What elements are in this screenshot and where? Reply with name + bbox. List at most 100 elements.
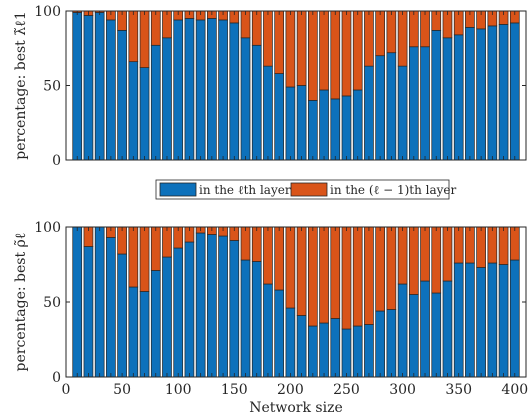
top-ytick-label: 50	[43, 79, 61, 95]
top-bar-lth-180	[263, 65, 273, 161]
top-bar-lth-50	[117, 30, 127, 161]
bottom-bar-lth-10	[72, 226, 83, 378]
bottom-xtick-label: 100	[165, 382, 192, 398]
top-bar-lth-320	[420, 46, 430, 161]
bottom-bar-lth-170	[251, 261, 262, 378]
top-bar-lth-340	[442, 37, 453, 161]
top-bar-lth-80	[150, 44, 161, 161]
bottom-bar-lth-180	[263, 283, 273, 378]
bottom-bar-lminus1th-340	[442, 226, 453, 282]
bottom-xtick-label: 250	[333, 382, 360, 398]
bottom-bar-lminus1th-330	[431, 226, 442, 294]
bottom-bar-lth-260	[352, 325, 363, 378]
bottom-bar-lminus1th-370	[476, 226, 486, 268]
top-bar-lminus1th-280	[375, 10, 385, 57]
top-bar-lth-330	[431, 30, 442, 161]
bottom-xtick-label: 350	[445, 382, 472, 398]
bottom-bar-lminus1th-80	[150, 226, 161, 271]
top-bar-lminus1th-220	[307, 10, 318, 101]
bottom-ticks: 0 50 100 0 50 100 150 200 250 300 350 400	[34, 220, 528, 398]
bottom-bar-lth-250	[341, 328, 352, 378]
bottom-bar-lth-320	[420, 280, 430, 378]
top-bar-lth-200	[285, 86, 296, 161]
top-bar-lth-210	[296, 85, 307, 161]
top-bar-lth-10	[72, 12, 83, 161]
legend-label-blue: in the ℓth layer	[199, 183, 291, 197]
bottom-bar-lminus1th-230	[319, 226, 329, 324]
top-bar-lth-30	[94, 12, 105, 161]
bottom-bar-lminus1th-270	[364, 226, 374, 325]
top-bar-lminus1th-210	[296, 10, 307, 86]
top-bar-lth-300	[397, 65, 408, 161]
top-bar-lminus1th-170	[251, 10, 262, 46]
bottom-bar-lminus1th-350	[453, 226, 464, 264]
top-ytick-label: 0	[52, 153, 61, 169]
top-bar-lminus1th-200	[285, 10, 296, 88]
legend-swatch-orange	[290, 182, 328, 197]
top-ylabel: percentage: best λ̃ℓ1	[13, 11, 29, 159]
legend-label-orange: in the (ℓ − 1)th layer	[330, 183, 457, 197]
bottom-bar-lth-120	[195, 232, 206, 378]
bottom-bar-lminus1th-250	[341, 226, 352, 330]
bottom-ylabel: percentage: best ρ̃ℓ	[13, 232, 29, 371]
bottom-ytick-label: 100	[34, 220, 61, 236]
bottom-bar-lminus1th-190	[274, 226, 285, 291]
bottom-bar-lth-140	[218, 235, 228, 378]
top-bar-lminus1th-250	[341, 10, 352, 97]
bottom-xtick-label: 50	[113, 382, 131, 398]
top-bar-lth-190	[274, 73, 285, 161]
top-bar-lth-170	[251, 44, 262, 161]
top-bar-lth-400	[509, 22, 520, 161]
bottom-bar-lth-30	[94, 226, 105, 378]
top-bar-lth-110	[184, 18, 195, 161]
bottom-bar-lth-200	[285, 307, 296, 378]
bottom-bar-lminus1th-320	[420, 226, 430, 282]
top-panel: 0 50 100 percentage: best λ̃ℓ1	[13, 4, 527, 169]
top-bar-lminus1th-320	[420, 10, 430, 48]
top-bar-lminus1th-260	[352, 10, 363, 91]
top-bar-lth-90	[162, 37, 172, 161]
bottom-bar-lminus1th-160	[240, 226, 251, 261]
top-bar-lminus1th-60	[128, 10, 139, 63]
bottom-bar-lth-340	[442, 280, 453, 378]
bottom-bar-lth-60	[128, 286, 139, 378]
bottom-bar-lth-290	[386, 309, 397, 378]
top-bar-lminus1th-290	[386, 10, 397, 54]
bottom-bar-lminus1th-260	[352, 226, 363, 327]
top-bar-lth-350	[453, 34, 464, 161]
legend-swatch-blue	[159, 182, 197, 197]
bottom-ytick-label: 50	[43, 295, 61, 311]
bottom-bar-lth-160	[240, 259, 251, 378]
top-bar-lth-130	[207, 18, 217, 161]
bottom-bar-lminus1th-210	[296, 226, 307, 316]
top-bar-lth-280	[375, 55, 385, 161]
bottom-bar-lminus1th-50	[117, 226, 127, 255]
bottom-xtick-label: 200	[277, 382, 304, 398]
bottom-bar-lth-390	[498, 264, 509, 378]
bottom-bar-lth-240	[330, 318, 341, 378]
bottom-bar-lminus1th-400	[509, 226, 520, 261]
bottom-bar-lth-380	[487, 262, 498, 378]
top-bar-lth-380	[487, 25, 498, 161]
bottom-bar-lminus1th-380	[487, 226, 498, 264]
top-bar-lth-100	[173, 19, 184, 161]
bottom-bar-lminus1th-220	[307, 226, 318, 327]
bottom-bar-lth-220	[307, 325, 318, 378]
top-bar-lth-240	[330, 98, 341, 161]
bottom-bar-lminus1th-200	[285, 226, 296, 309]
top-bar-lth-60	[128, 61, 139, 161]
bottom-bars	[72, 226, 520, 378]
bottom-bar-lminus1th-280	[375, 226, 385, 312]
top-bar-lminus1th-310	[408, 10, 419, 48]
top-bar-lth-40	[106, 19, 116, 161]
bottom-bar-lminus1th-70	[139, 226, 150, 292]
bottom-bar-lminus1th-60	[128, 226, 139, 288]
bottom-bar-lth-270	[364, 324, 374, 378]
bottom-bar-lminus1th-180	[263, 226, 273, 285]
bottom-bar-lth-280	[375, 310, 385, 378]
bottom-bar-lth-40	[106, 237, 116, 378]
top-bar-lminus1th-230	[319, 10, 329, 91]
top-bar-lminus1th-300	[397, 10, 408, 67]
top-bar-lth-370	[476, 28, 486, 161]
